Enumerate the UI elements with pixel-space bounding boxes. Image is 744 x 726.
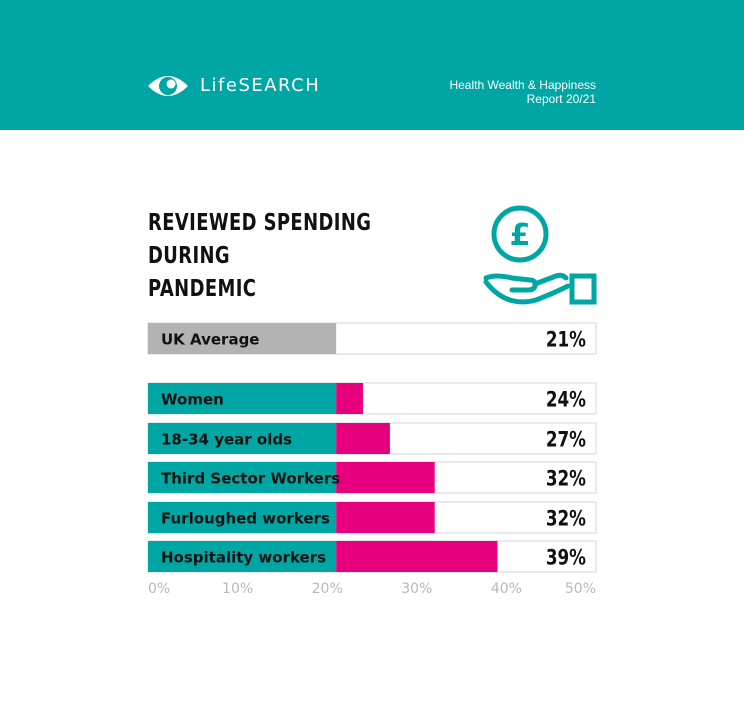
bar-increase-segment [336,462,435,493]
bar-base-segment [148,323,337,354]
pound-coin-hand-icon: £ [483,205,597,305]
bar-base-segment [148,462,337,493]
x-tick-label: 40% [491,581,522,597]
bar-category-label: UK Average [161,331,259,349]
chart-title-line-2: PANDEMIC [148,276,257,302]
chart-title-line-1: REVIEWED SPENDING DURING [148,210,372,269]
report-line-2: Report 20/21 [526,92,596,106]
bar-increase-segment [336,383,364,414]
report-title: Health Wealth & Happiness Report 20/21 [449,78,596,106]
bar-base-segment [148,502,337,533]
bar-value-label: 21% [546,328,586,352]
x-tick-label: 20% [312,581,343,597]
bar-increase-segment [336,423,390,454]
bar-value-label: 32% [546,467,586,491]
bar-increase-segment [336,502,435,533]
bar-category-label: Furloughed workers [161,510,330,528]
bar-value-label: 24% [546,388,586,412]
bar-category-label: Hospitality workers [161,549,326,567]
bar-increase-segment [336,541,498,572]
report-line-1: Health Wealth & Happiness [449,78,596,92]
svg-text:£: £ [510,218,531,253]
bar-value-label: 32% [546,507,586,531]
chart-title: REVIEWED SPENDING DURING PANDEMIC [148,207,382,306]
brand-name: LifeSEARCH [200,75,321,96]
bar-base-segment [148,541,337,572]
eye-logo-icon [148,76,188,96]
bar-category-label: Women [161,391,224,409]
bar-value-label: 39% [546,546,586,570]
bar-value-label: 27% [546,428,586,452]
x-tick-label: 50% [565,581,596,597]
x-tick-label: 0% [148,581,170,597]
x-tick-label: 30% [401,581,432,597]
bar-category-label: Third Sector Workers [161,470,340,488]
bar-category-label: 18-34 year olds [161,431,292,449]
x-tick-label: 10% [222,581,253,597]
header-banner: LifeSEARCH Health Wealth & Happiness Rep… [0,0,744,130]
bar-base-segment [148,423,337,454]
bar-base-segment [148,383,337,414]
